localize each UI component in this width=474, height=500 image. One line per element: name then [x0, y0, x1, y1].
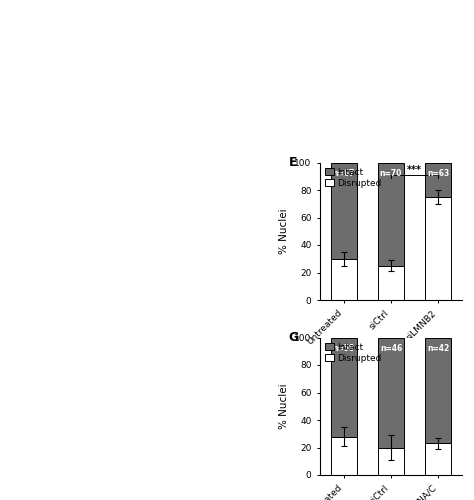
Text: G: G [289, 330, 299, 344]
Text: n=67: n=67 [332, 170, 355, 178]
Legend: Intact, Disrupted: Intact, Disrupted [325, 167, 383, 188]
Text: n=46: n=46 [380, 344, 402, 354]
Bar [426, 444, 451, 475]
Bar [378, 338, 404, 448]
Bar [426, 338, 451, 444]
Legend: Intact, Disrupted: Intact, Disrupted [325, 342, 383, 363]
Bar [378, 266, 404, 300]
Bar [331, 338, 356, 436]
Text: E: E [289, 156, 297, 168]
Bar [426, 162, 451, 197]
Bar [426, 197, 451, 300]
Bar [378, 448, 404, 475]
Y-axis label: % Nuclei: % Nuclei [279, 208, 289, 254]
Text: n=70: n=70 [380, 170, 402, 178]
Text: n=58: n=58 [333, 344, 355, 354]
Text: n=63: n=63 [428, 170, 449, 178]
Bar [378, 162, 404, 266]
Bar [331, 162, 356, 259]
Bar [331, 436, 356, 475]
Text: ***: *** [407, 165, 422, 175]
Y-axis label: % Nuclei: % Nuclei [279, 384, 289, 429]
Bar [331, 259, 356, 300]
Text: n=42: n=42 [428, 344, 449, 354]
